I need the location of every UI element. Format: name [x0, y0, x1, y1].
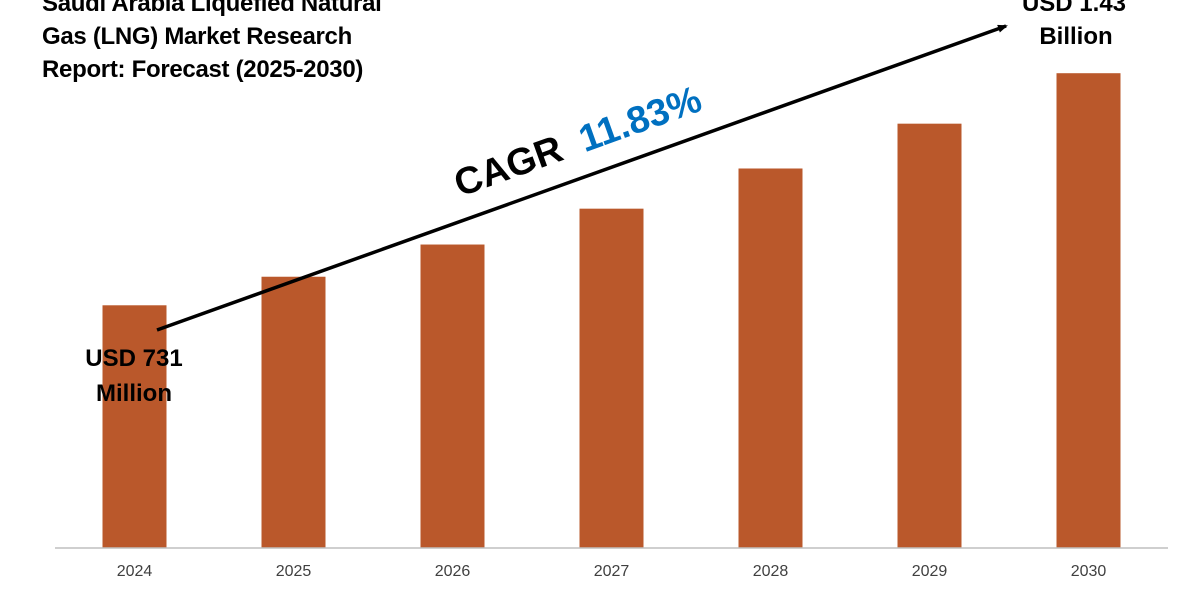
title-line-3: Report: Forecast (2025-2030) — [42, 56, 364, 83]
x-tick-label-2030: 2030 — [1071, 563, 1107, 580]
growth-arrow — [156, 24, 1008, 332]
title-line-2: Gas (LNG) Market Research — [42, 23, 352, 50]
x-tick-label-2025: 2025 — [276, 563, 312, 580]
end-value-line-2: Billion — [1039, 23, 1112, 50]
bar-2027 — [579, 208, 644, 548]
x-tick-label-2026: 2026 — [435, 563, 471, 580]
bars — [102, 73, 1121, 549]
x-tick-label-2027: 2027 — [594, 563, 630, 580]
bar-2025 — [261, 276, 326, 548]
bar-2029 — [897, 123, 962, 548]
bar-2024 — [102, 305, 167, 548]
x-tick-label-2024: 2024 — [117, 563, 153, 580]
cagr-annotation: CAGR 11.83% — [449, 79, 707, 206]
x-tick-label-2029: 2029 — [912, 563, 948, 580]
end-value-line-1: USD 1.43 — [1022, 0, 1126, 17]
bar-2030 — [1056, 73, 1121, 549]
x-tick-label-2028: 2028 — [753, 563, 789, 580]
start-value-line-2: Million — [96, 380, 172, 407]
cagr-value: 11.83% — [574, 79, 708, 161]
cagr-label: CAGR — [449, 128, 568, 205]
bar-2026 — [420, 244, 485, 548]
bar-2028 — [738, 168, 803, 548]
title-line-1: Saudi Arabia Liquefied Natural — [42, 0, 382, 17]
start-value-line-1: USD 731 — [85, 345, 182, 372]
x-tick-labels: 2024 2025 2026 2027 2028 2029 2030 — [117, 563, 1107, 580]
chart-title: Saudi Arabia Liquefied Natural Gas (LNG)… — [42, 0, 422, 86]
